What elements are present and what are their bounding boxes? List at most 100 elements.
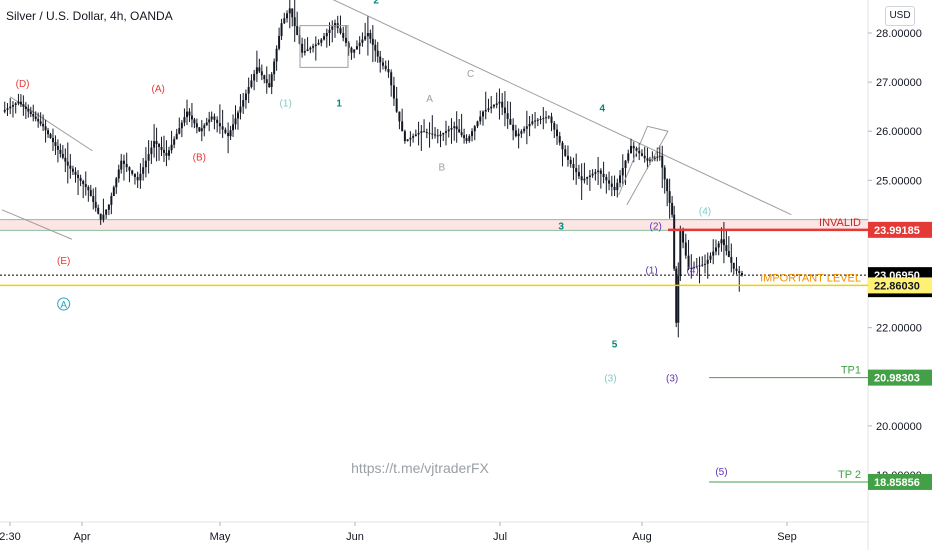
candle-body bbox=[210, 116, 213, 120]
candle-body bbox=[253, 73, 256, 81]
candle-body bbox=[144, 160, 147, 168]
candle-body bbox=[155, 141, 158, 144]
candle-body bbox=[635, 148, 638, 151]
candle-body bbox=[242, 100, 245, 107]
candle-body bbox=[291, 8, 294, 18]
candle-body bbox=[221, 126, 224, 130]
candle-body bbox=[328, 29, 331, 33]
candle-body bbox=[690, 267, 693, 269]
candle-body bbox=[265, 79, 268, 84]
candle-body bbox=[684, 242, 687, 256]
candle-body bbox=[450, 127, 453, 130]
candle-body bbox=[366, 33, 369, 37]
candle-body bbox=[643, 155, 646, 159]
candle-body bbox=[107, 204, 110, 210]
candle-body bbox=[205, 122, 208, 126]
candle-body bbox=[186, 111, 188, 118]
candle-body bbox=[188, 111, 191, 116]
candle-body bbox=[605, 177, 608, 181]
candle-body bbox=[580, 176, 583, 181]
candle-body bbox=[668, 191, 671, 203]
candle-body bbox=[87, 187, 90, 191]
candle-body bbox=[720, 239, 723, 244]
candle-body bbox=[56, 145, 59, 150]
candle-body bbox=[293, 17, 296, 27]
wave-label: 1 bbox=[336, 99, 342, 110]
candle-body bbox=[735, 268, 738, 271]
candle-body bbox=[32, 114, 35, 117]
candle-body bbox=[19, 101, 22, 105]
candle-body bbox=[69, 165, 72, 169]
candle-body bbox=[286, 13, 289, 19]
candle-body bbox=[190, 115, 193, 120]
price-tag-label: 18.85856 bbox=[874, 477, 920, 489]
candle-body bbox=[59, 149, 62, 154]
candle-body bbox=[463, 135, 466, 139]
candle-body bbox=[263, 75, 266, 80]
candle-body bbox=[569, 159, 572, 164]
candle-body bbox=[663, 167, 666, 180]
candle-body bbox=[531, 121, 534, 124]
candle-body bbox=[392, 85, 395, 99]
candle-body bbox=[183, 117, 186, 123]
candle-body bbox=[283, 18, 286, 24]
candle-body bbox=[150, 147, 153, 155]
candle-body bbox=[473, 126, 476, 132]
candle-body bbox=[727, 251, 730, 257]
wave-label: (A) bbox=[152, 84, 165, 95]
price-tag bbox=[868, 369, 932, 386]
candle-body bbox=[168, 150, 171, 156]
candle-body bbox=[344, 37, 347, 43]
candle-body bbox=[520, 131, 523, 134]
candle-body bbox=[695, 266, 698, 268]
candle-body bbox=[666, 179, 669, 192]
x-tick-label: Jul bbox=[493, 531, 507, 543]
candle-body bbox=[442, 132, 445, 135]
candle-body bbox=[545, 117, 548, 119]
candle-body bbox=[381, 62, 384, 66]
wave-label: (3) bbox=[604, 374, 616, 385]
candle-body bbox=[110, 196, 113, 205]
x-tick-label: 2:30 bbox=[0, 531, 21, 543]
candle-body bbox=[704, 263, 706, 265]
candle-body bbox=[638, 150, 641, 154]
candle-body bbox=[447, 129, 450, 132]
candle-body bbox=[468, 136, 471, 142]
candle-body bbox=[514, 130, 517, 137]
candle-body bbox=[673, 214, 676, 269]
candle-body bbox=[679, 229, 682, 277]
trendline bbox=[1, 209, 73, 240]
candle-body bbox=[51, 138, 54, 143]
candle-body bbox=[698, 265, 701, 267]
candle-body bbox=[358, 42, 361, 47]
level-label: TP 2 bbox=[838, 469, 861, 481]
currency-button[interactable]: USD bbox=[885, 6, 915, 26]
wave-label: C bbox=[467, 69, 474, 80]
candle-body bbox=[445, 131, 447, 133]
wave-label: (1) bbox=[645, 266, 657, 277]
wave-label: (2) bbox=[650, 221, 662, 232]
candle-body bbox=[503, 107, 506, 114]
candle-body bbox=[553, 123, 556, 130]
candle-body bbox=[216, 119, 219, 124]
candle-body bbox=[17, 101, 20, 104]
wave-label: (4) bbox=[699, 207, 711, 218]
candle-body bbox=[479, 116, 482, 122]
wave-label: (D) bbox=[16, 79, 30, 90]
price-tag-label: 23.99185 bbox=[874, 225, 920, 237]
candle-body bbox=[64, 157, 67, 162]
candle-body bbox=[471, 131, 474, 137]
candle-body bbox=[453, 126, 456, 128]
candle-body bbox=[198, 127, 201, 132]
candle-body bbox=[586, 177, 589, 179]
wave-label: (3) bbox=[666, 374, 678, 385]
candle-body bbox=[409, 137, 412, 140]
candle-body bbox=[102, 214, 105, 220]
candle-body bbox=[260, 71, 263, 76]
wave-label: (5) bbox=[715, 467, 727, 478]
wave-label: (E) bbox=[57, 256, 70, 267]
candle-body bbox=[244, 93, 247, 101]
candle-body bbox=[561, 142, 564, 150]
candle-body bbox=[730, 256, 733, 263]
